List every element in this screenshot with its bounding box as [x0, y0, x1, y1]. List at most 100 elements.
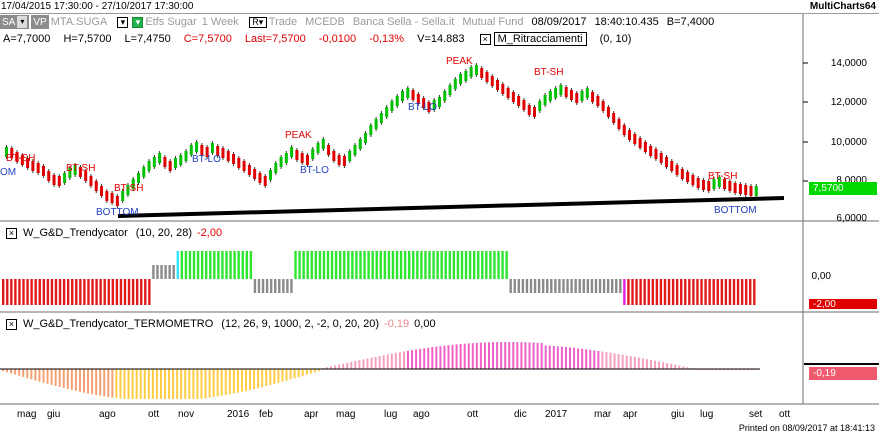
r-button[interactable]: R▾ — [248, 16, 267, 28]
termometro-bar — [560, 346, 563, 369]
time-axis: mag giu ago ott nov 2016 feb apr mag lug… — [0, 405, 879, 423]
dropdown-icon[interactable]: ▾ — [117, 16, 129, 28]
green-check-icon[interactable]: ▾ — [132, 16, 144, 28]
termometro-bar — [662, 362, 665, 369]
termometro-bar — [556, 346, 559, 369]
fund-label: Mutual Fund — [462, 16, 524, 28]
candle-body — [506, 88, 510, 98]
trendycator-bar — [119, 279, 123, 305]
annotation: BT-LO — [192, 154, 221, 165]
trendycator-bar — [708, 279, 711, 305]
high-value: H=7,5700 — [63, 33, 112, 45]
candle-body — [448, 85, 452, 95]
trendycator-bar — [79, 279, 82, 305]
trendycator-bar — [375, 251, 378, 279]
trendycator-bar — [213, 251, 216, 279]
candle-body — [701, 180, 705, 190]
close-icon[interactable]: × — [479, 34, 491, 45]
trendycator-tag: -2,00 — [809, 299, 877, 309]
termometro-bar — [289, 369, 292, 380]
candle-body — [712, 179, 716, 189]
candle-body — [686, 172, 690, 182]
termometro-bar — [621, 354, 624, 369]
time-tick: lug — [384, 409, 398, 420]
price-tick: 6,0000 — [836, 213, 867, 224]
trendycator-bar — [326, 251, 330, 279]
trendycator-bar — [533, 279, 537, 293]
termometro-bar — [471, 343, 474, 369]
trendycator-bar — [712, 279, 715, 305]
candle-body — [121, 191, 125, 201]
termometro-bar — [617, 354, 620, 369]
vp-button[interactable]: VP — [31, 15, 49, 29]
trendycator-bar — [728, 279, 732, 305]
annotation: BT-SH — [114, 183, 144, 194]
candle-body — [84, 171, 88, 181]
trendycator-bar — [464, 251, 468, 279]
candle-body — [105, 191, 109, 201]
trendycator-bar — [574, 279, 577, 293]
candle-body — [189, 145, 193, 155]
sa-button[interactable]: SA ▾ — [0, 15, 30, 29]
trendycator-bar — [160, 265, 163, 279]
termometro-bar — [451, 344, 454, 369]
close-icon[interactable]: × — [6, 227, 17, 239]
trendycator-bar — [343, 251, 346, 279]
termometro-bar — [362, 359, 365, 369]
close-icon[interactable]: × — [6, 318, 17, 330]
trendycator-bar — [627, 279, 630, 305]
termometro-bar — [220, 369, 223, 396]
candle-body — [364, 133, 368, 143]
termometro-bar — [407, 350, 409, 369]
candle-body — [173, 158, 177, 168]
termometro-bar — [585, 349, 588, 369]
trendycator-bar — [135, 279, 139, 305]
annotation: PEAK — [446, 56, 473, 67]
termometro-bar — [119, 369, 122, 399]
trendycator-bar — [619, 279, 622, 293]
candle-body — [554, 88, 558, 98]
candle-body — [142, 167, 146, 177]
trendycator-bar — [6, 279, 9, 305]
trendycator-bar — [330, 251, 334, 279]
candle-body — [422, 98, 426, 108]
trendycator-bar — [586, 279, 590, 293]
trendycator-bar — [123, 279, 127, 305]
trendycator-bar — [395, 251, 399, 279]
low-value: L=7,4750 — [124, 33, 171, 45]
termometro-bar — [528, 342, 531, 369]
trendycator-bar — [18, 279, 21, 305]
trendycator-bar — [172, 265, 175, 279]
trendycator-bar — [103, 279, 106, 305]
price-tick: 10,0000 — [830, 137, 867, 148]
candle-body — [390, 101, 394, 111]
support-trendline — [117, 196, 785, 218]
trendycator-bar — [359, 251, 362, 279]
termometro-bar — [107, 369, 110, 397]
chevron-down-icon[interactable]: ▾ — [17, 16, 28, 28]
candle-body — [216, 146, 220, 156]
candle-body — [675, 165, 679, 175]
termometro-bar — [589, 349, 592, 369]
trendycator-bar — [598, 279, 602, 293]
termometro-bar — [548, 345, 551, 369]
trendycator-bar — [505, 251, 508, 279]
termometro-bar — [155, 369, 158, 399]
candle-body — [501, 84, 505, 94]
candle-body — [485, 72, 489, 82]
trendycator-bar — [91, 279, 94, 305]
candle-body — [680, 169, 684, 179]
termometro-bar — [164, 369, 166, 399]
trendycator-bar — [192, 251, 196, 279]
study-params: (0, 10) — [599, 33, 632, 45]
termometro-bar — [390, 353, 393, 369]
termometro-bar — [650, 359, 652, 369]
study-label[interactable]: M_Ritracciamenti — [493, 32, 587, 46]
termometro-bar — [516, 342, 519, 369]
candle-body — [15, 152, 19, 162]
termometro-bar — [184, 369, 187, 399]
termometro-bar — [330, 366, 333, 369]
candle-body — [633, 134, 637, 144]
candle-body — [749, 186, 753, 196]
